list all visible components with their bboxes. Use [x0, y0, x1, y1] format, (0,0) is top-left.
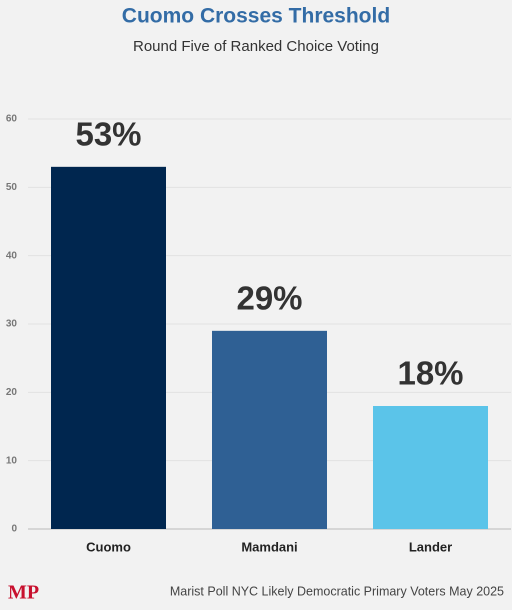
bar — [373, 406, 488, 529]
logo: MP — [8, 582, 39, 604]
value-label: 18% — [397, 355, 463, 392]
y-tick-label: 20 — [6, 387, 18, 398]
x-tick-label: Cuomo — [86, 539, 131, 554]
y-tick-label: 10 — [6, 455, 18, 466]
x-tick-label: Lander — [409, 539, 452, 554]
x-tick-label: Mamdani — [241, 539, 297, 554]
chart-subtitle: Round Five of Ranked Choice Voting — [133, 38, 379, 55]
source-note: Marist Poll NYC Likely Democratic Primar… — [170, 584, 504, 598]
value-label: 29% — [236, 280, 302, 317]
bar — [212, 330, 327, 529]
y-tick-label: 50 — [6, 182, 18, 193]
y-tick-label: 0 — [11, 524, 17, 535]
y-tick-label: 30 — [6, 319, 18, 330]
y-tick-label: 60 — [6, 114, 18, 125]
y-tick-label: 40 — [6, 250, 18, 261]
value-label: 53% — [75, 116, 141, 153]
bar — [51, 166, 166, 530]
chart-title: Cuomo Crosses Threshold — [122, 5, 390, 28]
